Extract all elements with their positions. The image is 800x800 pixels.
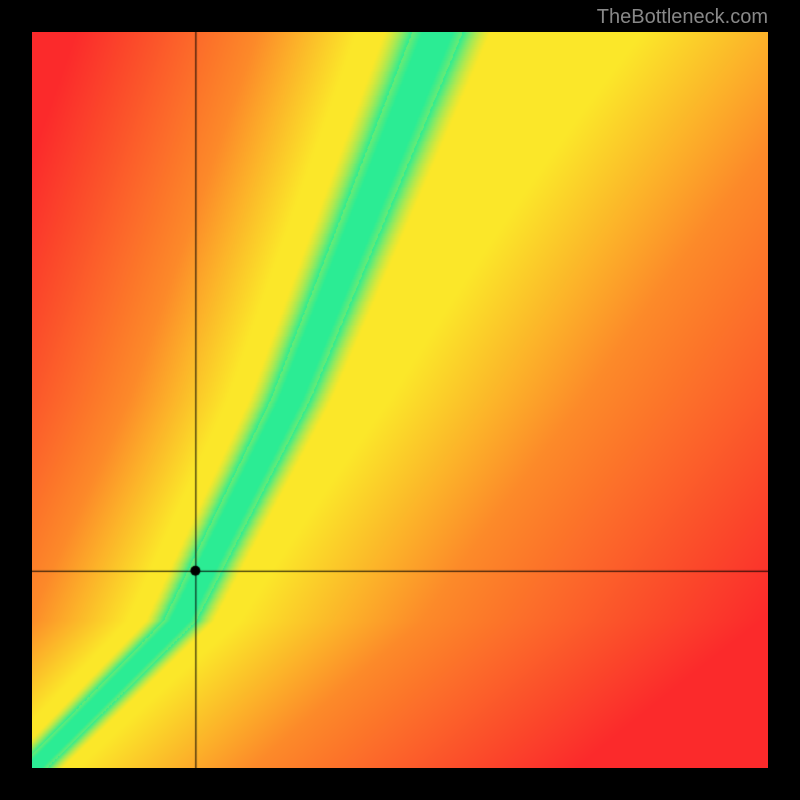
- heatmap-plot: [32, 32, 768, 768]
- chart-container: TheBottleneck.com: [0, 0, 800, 800]
- watermark-text: TheBottleneck.com: [597, 6, 768, 29]
- heatmap-canvas: [32, 32, 768, 768]
